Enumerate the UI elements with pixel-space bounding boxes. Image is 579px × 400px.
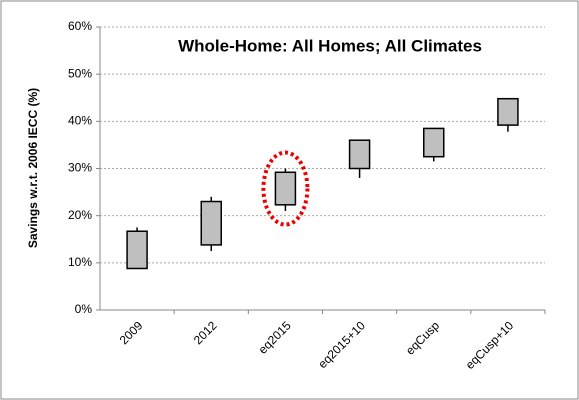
box (348, 139, 371, 170)
y-tick-label: 50% (68, 66, 92, 80)
chart-title: Whole-Home: All Homes; All Climates (178, 36, 482, 55)
box (200, 200, 222, 246)
y-tick-label: 60% (68, 19, 92, 33)
y-tick-label: 0% (75, 302, 93, 316)
box (497, 97, 519, 126)
y-tick-label: 10% (68, 255, 92, 269)
y-tick-label: 30% (68, 161, 92, 175)
y-tick-label: 40% (68, 114, 92, 128)
box (126, 230, 148, 270)
box (274, 171, 297, 206)
box (423, 127, 445, 158)
y-axis-label: Savings w.r.t. 2006 IECC (%) (26, 88, 40, 248)
y-tick-label: 20% (68, 208, 92, 222)
highlight-ellipse (261, 150, 310, 227)
